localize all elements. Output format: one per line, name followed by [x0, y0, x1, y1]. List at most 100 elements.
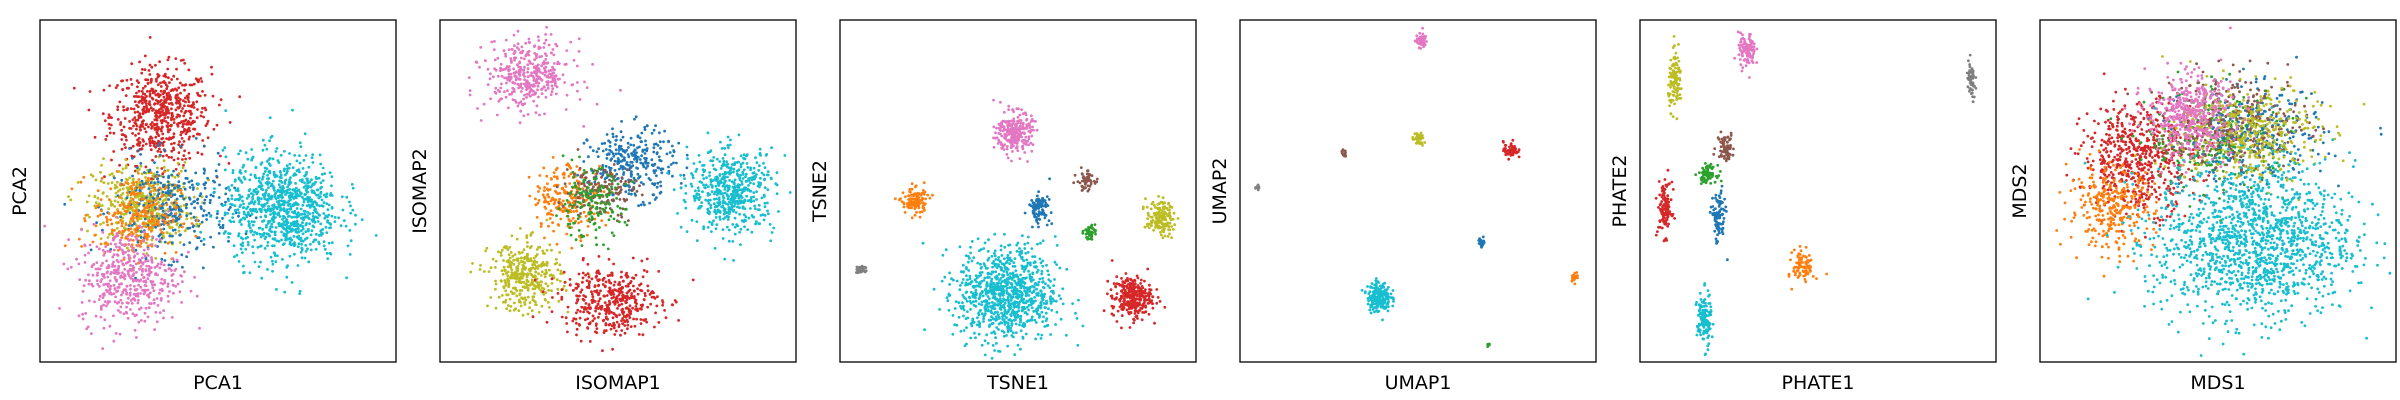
scatter-point: [183, 96, 187, 100]
scatter-point: [491, 257, 495, 261]
scatter-point: [133, 328, 137, 332]
scatter-point: [207, 211, 211, 215]
scatter-point: [161, 144, 165, 147]
scatter-point: [308, 206, 312, 209]
scatter-point: [317, 242, 321, 246]
scatter-point: [596, 193, 599, 197]
scatter-point: [258, 232, 262, 236]
scatter-point: [162, 95, 166, 99]
scatter-point: [580, 191, 584, 195]
scatter-point: [246, 243, 250, 247]
scatter-point: [139, 164, 143, 168]
scatter-point: [330, 214, 334, 218]
scatter-point: [690, 185, 694, 188]
scatter-point: [612, 217, 616, 221]
scatter-point: [150, 258, 154, 262]
scatter-point: [216, 212, 219, 216]
scatter-point: [188, 135, 192, 139]
scatter-point: [177, 208, 181, 212]
scatter-point: [149, 181, 153, 185]
scatter-point: [211, 194, 215, 198]
scatter-point: [659, 146, 662, 150]
scatter-point: [645, 147, 649, 150]
scatter-point: [301, 227, 305, 231]
scatter-point: [281, 187, 285, 191]
scatter-point: [708, 220, 711, 224]
scatter-point: [544, 207, 548, 210]
scatter-point: [288, 237, 291, 241]
scatter-point: [144, 78, 148, 81]
scatter-point: [156, 273, 159, 277]
scatter-point: [536, 35, 540, 39]
scatter-point: [290, 192, 294, 196]
scatter-point: [303, 174, 306, 178]
scatter-point: [82, 284, 86, 287]
scatter-point: [259, 215, 263, 219]
scatter-point: [613, 175, 617, 178]
scatter-point: [671, 154, 674, 158]
scatter-point: [253, 200, 257, 204]
scatter-point: [148, 73, 152, 76]
scatter-point: [163, 149, 167, 152]
scatter-point: [573, 203, 577, 207]
scatter-point: [299, 145, 303, 149]
scatter-point: [512, 258, 515, 262]
scatter-point: [69, 265, 73, 269]
scatter-point: [144, 102, 148, 105]
scatter-point: [301, 221, 304, 225]
scatter-point: [115, 268, 119, 272]
scatter-point: [749, 181, 752, 185]
scatter-point: [160, 119, 164, 123]
scatter-point: [159, 204, 162, 208]
scatter-point: [531, 62, 535, 66]
scatter-point: [263, 247, 267, 250]
scatter-point: [574, 238, 578, 242]
scatter-point: [624, 180, 628, 183]
scatter-point: [121, 207, 125, 211]
scatter-point: [183, 182, 186, 185]
scatter-point: [166, 294, 170, 298]
scatter-point: [248, 178, 252, 182]
scatter-point: [147, 69, 151, 72]
scatter-point: [327, 203, 331, 207]
scatter-point: [751, 171, 755, 175]
scatter-point: [732, 259, 735, 262]
scatter-point: [123, 244, 127, 248]
scatter-point: [147, 295, 151, 299]
scatter-point: [160, 137, 164, 141]
scatter-point: [655, 196, 658, 200]
scatter-point: [181, 166, 185, 170]
scatter-point: [727, 187, 731, 191]
scatter-point: [298, 170, 301, 174]
scatter-point: [152, 298, 156, 302]
scatter-point: [724, 179, 727, 183]
scatter-point: [594, 228, 598, 232]
scatter-point: [650, 158, 654, 162]
scatter-point: [323, 216, 327, 220]
scatter-point: [583, 80, 586, 84]
scatter-point: [180, 209, 183, 213]
scatter-point: [239, 149, 242, 153]
scatter-point: [160, 98, 163, 102]
scatter-point: [138, 180, 142, 184]
scatter-point: [247, 224, 251, 228]
scatter-point: [149, 229, 153, 233]
scatter-point: [525, 96, 528, 99]
scatter-point: [187, 250, 190, 254]
scatter-point: [679, 225, 683, 229]
scatter-point: [518, 60, 521, 64]
scatter-point: [136, 118, 140, 122]
scatter-point: [159, 103, 163, 107]
scatter-point: [255, 191, 259, 195]
scatter-point: [146, 288, 150, 292]
scatter-point: [616, 213, 620, 217]
scatter-point: [139, 162, 143, 165]
scatter-point: [158, 266, 162, 270]
scatter-point: [123, 143, 126, 146]
scatter-point: [506, 259, 510, 263]
scatter-point: [286, 169, 289, 173]
scatter-point: [743, 225, 746, 229]
scatter-point: [195, 100, 199, 104]
scatter-point: [253, 175, 257, 179]
scatter-point: [750, 230, 754, 234]
